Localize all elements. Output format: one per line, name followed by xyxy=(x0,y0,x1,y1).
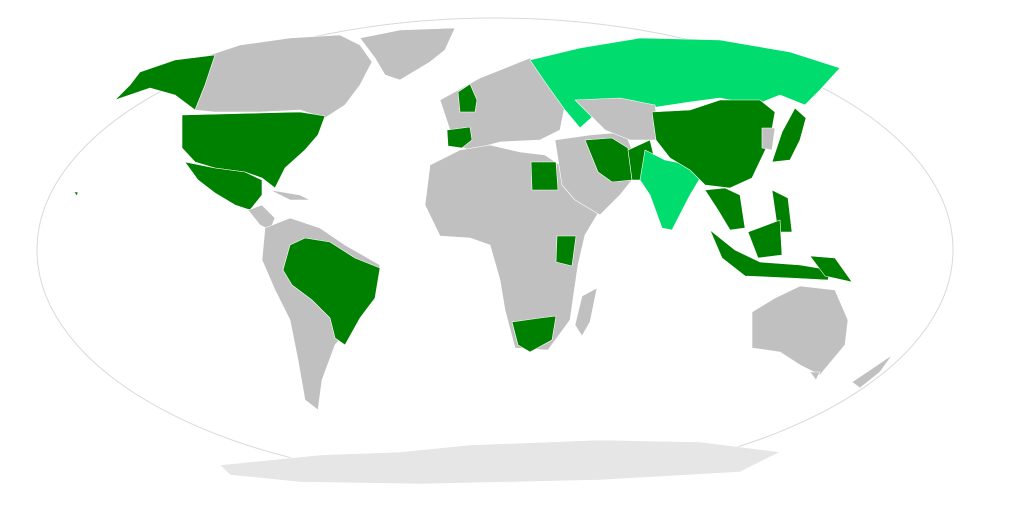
region-tasmania xyxy=(809,371,821,381)
region-brazil xyxy=(282,237,381,346)
region-antarctica xyxy=(219,439,781,485)
region-africa xyxy=(424,144,601,351)
region-korea xyxy=(761,127,776,151)
region-canada xyxy=(194,34,373,119)
region-usa xyxy=(181,111,326,189)
region-caribbean xyxy=(269,189,311,201)
region-japan xyxy=(771,107,807,163)
region-uk xyxy=(457,83,478,113)
region-australia xyxy=(751,285,849,376)
region-central-america xyxy=(247,204,276,231)
region-madagascar xyxy=(574,287,598,337)
region-hawaii xyxy=(73,191,79,197)
region-greenland xyxy=(359,27,456,81)
region-china xyxy=(651,99,776,189)
region-kenya xyxy=(555,235,577,267)
region-alaska xyxy=(114,54,216,111)
region-borneo xyxy=(747,219,783,259)
region-spain xyxy=(446,126,473,149)
region-new-zealand xyxy=(851,354,893,389)
region-europe xyxy=(439,57,566,151)
region-egypt xyxy=(530,161,559,191)
region-se-asia xyxy=(704,187,746,231)
region-south-africa xyxy=(511,315,557,353)
region-mexico xyxy=(184,161,263,211)
region-new-guinea xyxy=(809,255,853,283)
